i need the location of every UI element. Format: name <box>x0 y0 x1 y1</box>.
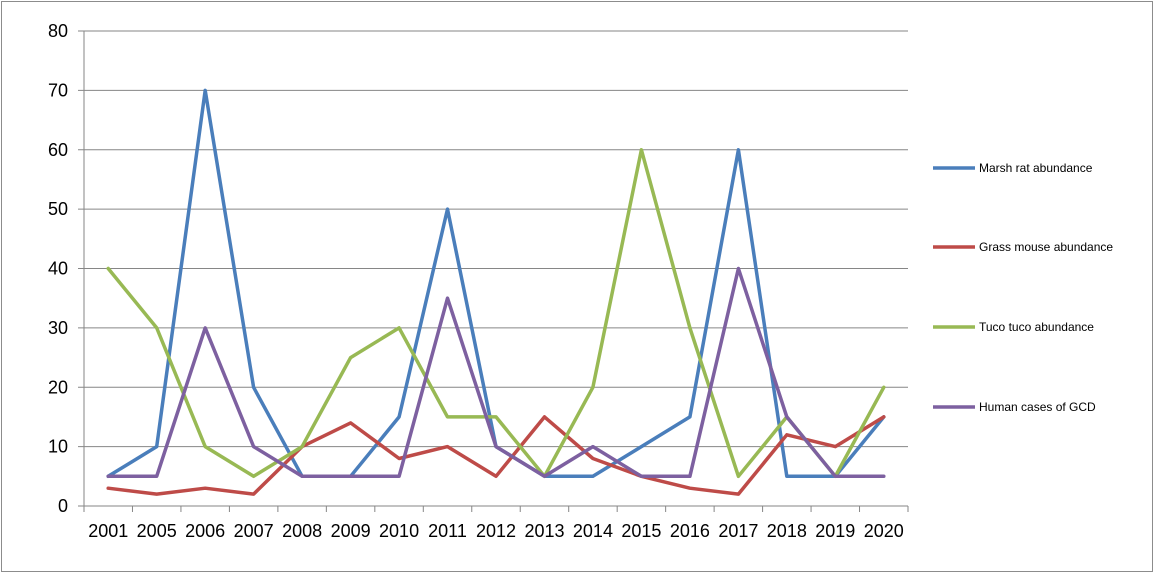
x-tick-label: 2014 <box>573 521 613 541</box>
x-tick-label: 2008 <box>282 521 322 541</box>
x-tick-label: 2020 <box>864 521 904 541</box>
y-tick-label: 50 <box>48 199 68 219</box>
y-tick-label: 0 <box>58 496 68 516</box>
x-tick-label: 2018 <box>767 521 807 541</box>
x-tick-label: 2005 <box>137 521 177 541</box>
x-tick-label: 2012 <box>476 521 516 541</box>
grid-lines <box>84 30 908 448</box>
y-tick-label: 40 <box>48 259 68 279</box>
x-tick-label: 2011 <box>428 521 467 541</box>
legend-label: Human cases of GCD <box>979 400 1096 414</box>
x-tick-labels: 2001 2005 2006 2007 2008 2009 2010 2011 2012 2013… <box>88 521 904 541</box>
x-tick-label: 2001 <box>88 521 128 541</box>
x-tick-label: 2019 <box>815 521 855 541</box>
y-tick-labels: 0 10 20 30 40 50 60 70 80 <box>48 21 68 516</box>
y-tick-label: 30 <box>48 318 68 338</box>
series-line-3 <box>106 266 886 479</box>
y-tick-label: 10 <box>48 437 68 457</box>
y-tick-label: 80 <box>48 21 68 41</box>
x-tick-label: 2010 <box>379 521 419 541</box>
x-tick-label: 2013 <box>524 521 564 541</box>
y-tick-label: 60 <box>48 140 68 160</box>
axes <box>78 30 909 512</box>
x-tick-label: 2006 <box>185 521 225 541</box>
legend: Marsh rat abundance Grass mouse abundance… <box>933 161 1113 414</box>
legend-label: Marsh rat abundance <box>979 161 1093 175</box>
x-tick-label: 2009 <box>331 521 371 541</box>
x-tick-label: 2017 <box>718 521 758 541</box>
legend-label: Tuco tuco abundance <box>979 320 1094 334</box>
legend-label: Grass mouse abundance <box>979 240 1113 254</box>
x-tick-label: 2007 <box>234 521 274 541</box>
y-tick-label: 20 <box>48 377 68 397</box>
series-line-2 <box>106 148 886 479</box>
series-lines <box>106 88 886 496</box>
x-tick-label: 2016 <box>670 521 710 541</box>
x-tick-label: 2015 <box>621 521 661 541</box>
y-tick-label: 70 <box>48 80 68 100</box>
series-line-1 <box>106 415 886 496</box>
